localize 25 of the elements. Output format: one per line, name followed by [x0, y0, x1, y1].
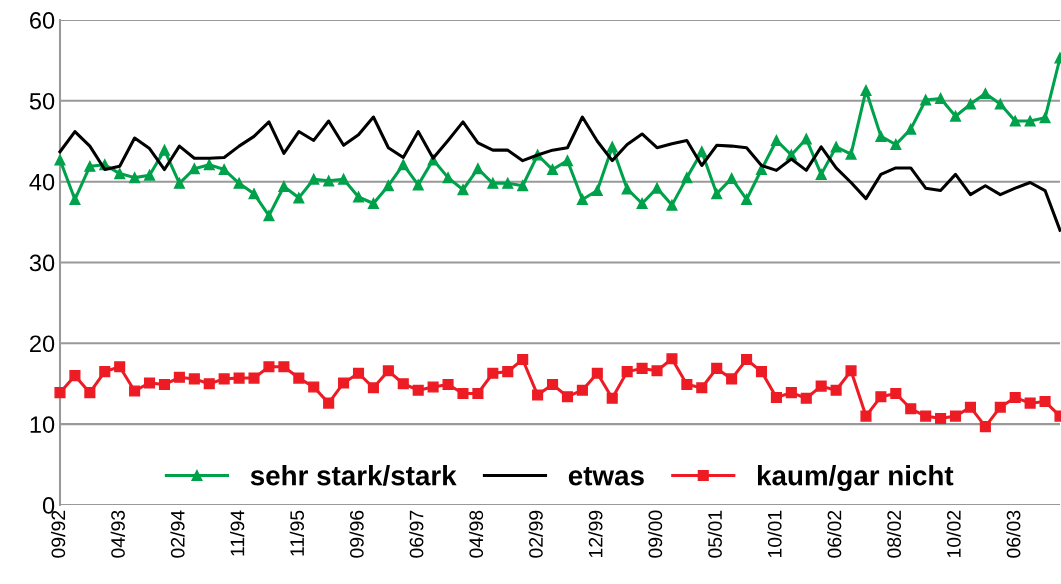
x-tick-label: 06/97 — [409, 510, 424, 558]
y-tick-label: 40 — [29, 173, 55, 191]
legend-label: etwas — [568, 467, 644, 486]
legend-label: kaum/gar nicht — [757, 465, 954, 492]
x-tick-label: 04/98 — [468, 510, 484, 558]
x-tick-label: 09/00 — [647, 510, 663, 558]
y-tick-label: 50 — [29, 92, 55, 110]
x-tick-label: 02/99 — [528, 510, 543, 558]
x-tick-label: 02/94 — [170, 510, 185, 558]
y-tick-label: 20 — [30, 335, 55, 353]
legend-label: sehr stark/stark — [250, 465, 457, 486]
x-tick-label: 06/02 — [827, 510, 842, 558]
x-tick-label: 11/95 — [289, 510, 305, 556]
y-tick-label: 30 — [29, 254, 55, 272]
x-tick-label: 12/99 — [588, 510, 603, 558]
x-tick-label: 05/01 — [707, 510, 722, 558]
x-tick-label: 10/01 — [767, 510, 782, 558]
x-tick-label: 08/02 — [886, 510, 902, 558]
x-tick-label: 11/94 — [230, 510, 245, 556]
x-tick-label: 06/03 — [1006, 510, 1021, 558]
y-tick-label: 10 — [30, 416, 55, 433]
x-tick-label: 10/02 — [946, 510, 961, 558]
x-tick-label: 09/96 — [349, 510, 364, 558]
y-tick-label: 60 — [30, 12, 55, 29]
x-tick-label: 04/93 — [110, 510, 125, 558]
